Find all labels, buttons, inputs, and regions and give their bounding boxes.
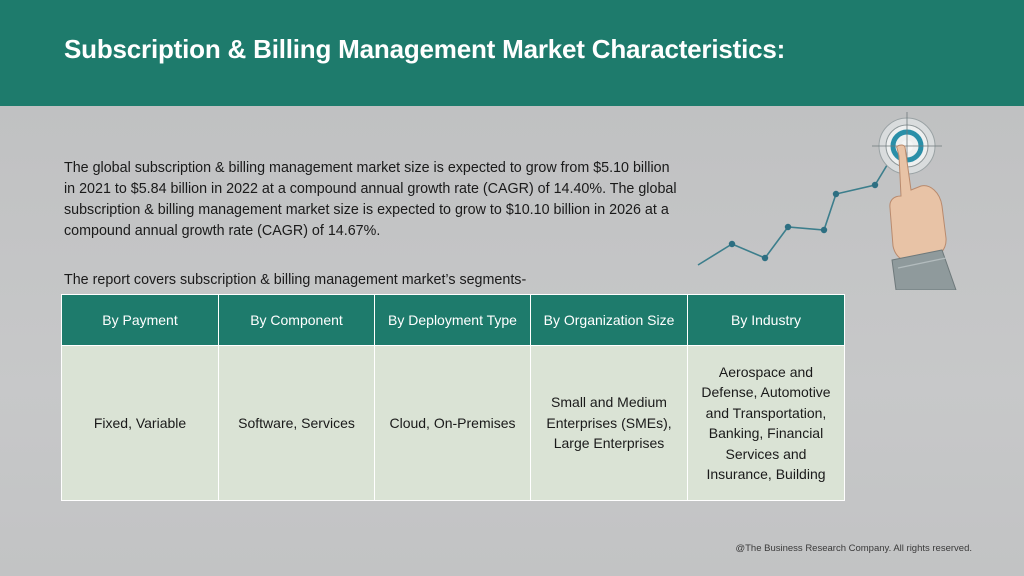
header-banner: Subscription & Billing Management Market… <box>0 0 1024 106</box>
value-by-organization-size: Small and Medium Enterprises (SMEs), Lar… <box>530 345 688 501</box>
segments-value-row: Fixed, Variable Software, Services Cloud… <box>61 345 845 501</box>
value-by-component: Software, Services <box>218 345 375 501</box>
copyright-footer: @The Business Research Company. All righ… <box>735 543 972 554</box>
header-by-industry: By Industry <box>687 294 845 346</box>
intro-paragraph: The global subscription & billing manage… <box>64 160 677 239</box>
value-by-deployment-type: Cloud, On-Premises <box>374 345 531 501</box>
segments-header-row: By Payment By Component By Deployment Ty… <box>61 294 845 346</box>
header-by-payment: By Payment <box>61 294 219 346</box>
value-by-industry: Aerospace and Defense, Automotive and Tr… <box>687 345 845 501</box>
header-by-organization-size: By Organization Size <box>530 294 688 346</box>
header-by-deployment-type: By Deployment Type <box>374 294 531 346</box>
header-by-component: By Component <box>218 294 375 346</box>
segments-table: By Payment By Component By Deployment Ty… <box>61 294 845 501</box>
growth-line-target-hand-icon <box>697 112 957 290</box>
segments-title: The report covers subscription & billing… <box>64 272 527 288</box>
page-title: Subscription & Billing Management Market… <box>64 34 786 64</box>
value-by-payment: Fixed, Variable <box>61 345 219 501</box>
